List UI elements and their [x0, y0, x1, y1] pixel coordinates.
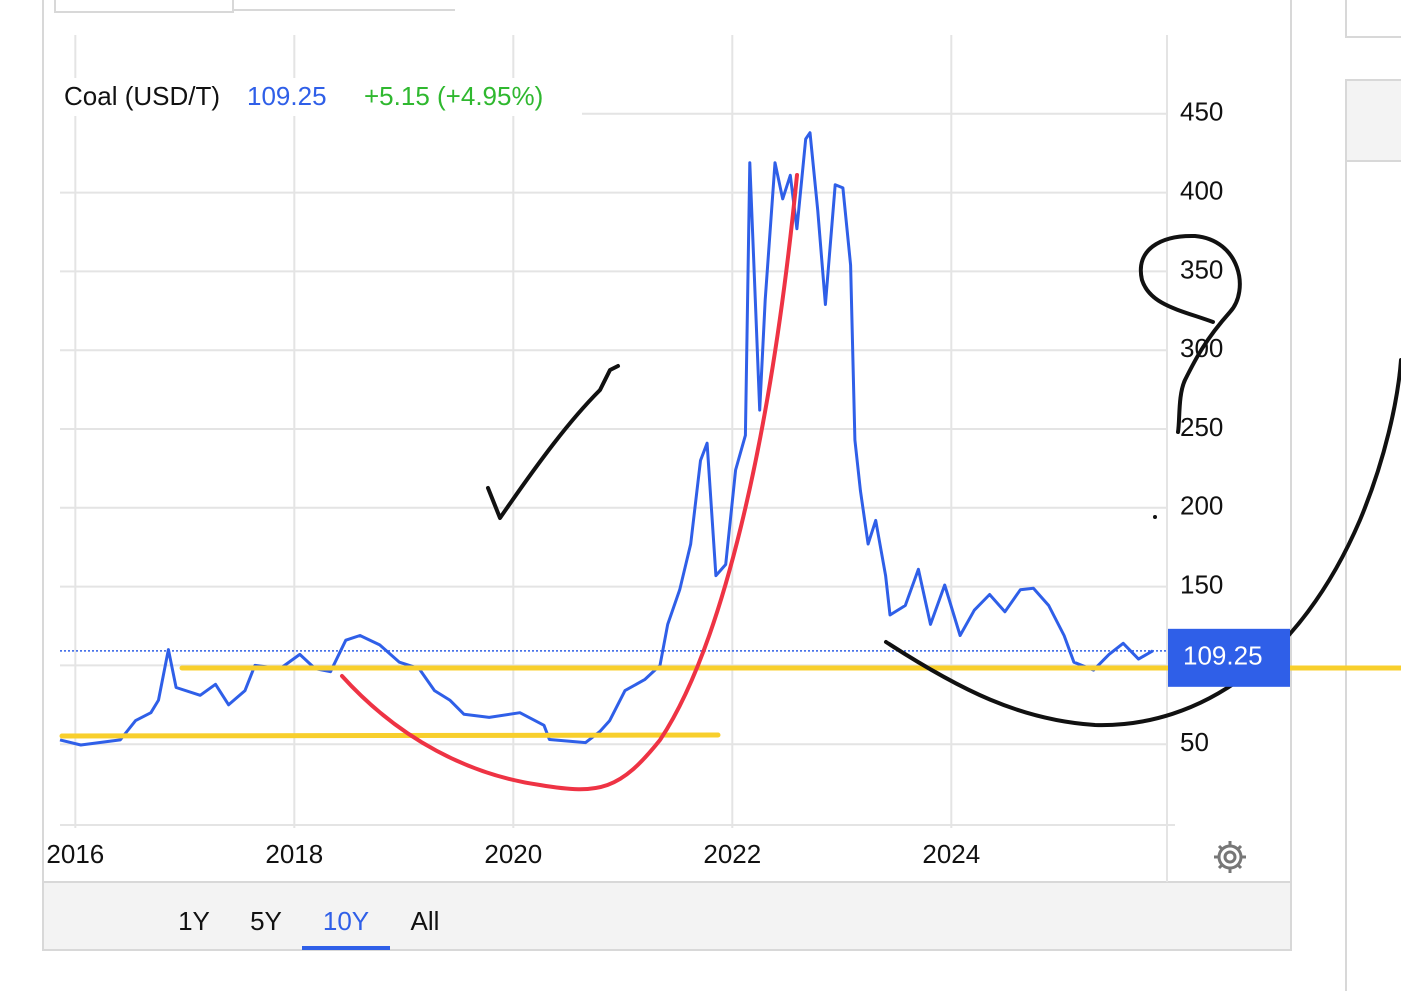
- y-tick-label: 400: [1180, 175, 1223, 205]
- range-button[interactable]: 10Y: [323, 906, 369, 936]
- range-underline: [302, 946, 390, 950]
- range-selector: 1Y 5Y 10Y All: [178, 906, 439, 950]
- grid: [60, 35, 1175, 882]
- legend-bg: [60, 78, 582, 116]
- price-change: +5.15 (+4.95%): [364, 81, 543, 111]
- top-tab: [54, 0, 234, 13]
- annotation-checkmark: [486, 364, 620, 520]
- plot: [59, 131, 1167, 747]
- x-tick-label: 2022: [703, 839, 761, 869]
- y-tick-label: 250: [1180, 412, 1223, 442]
- annotation-arc: [884, 358, 1401, 728]
- chart-title: Coal (USD/T): [64, 81, 220, 111]
- x-tick-label: 2016: [46, 839, 104, 869]
- side-panel: [1345, 79, 1401, 996]
- annotation-dot: [1153, 515, 1157, 519]
- chart-card: [42, 0, 1292, 951]
- price-line: [59, 131, 1154, 747]
- y-tick-label: 200: [1180, 491, 1223, 521]
- x-tick-label: 2020: [484, 839, 542, 869]
- x-tick-label: 2018: [265, 839, 323, 869]
- annotation-question-mark: [1138, 233, 1242, 434]
- x-tick-label: 2024: [922, 839, 980, 869]
- y-tick-label: 450: [1180, 97, 1223, 127]
- annotation-support-line: [59, 732, 721, 739]
- y-tick-label: 350: [1180, 254, 1223, 284]
- last-price-marker: [1168, 628, 1290, 687]
- range-button[interactable]: All: [411, 906, 440, 936]
- side-tab: [1345, 0, 1401, 38]
- y-tick-label: 300: [1180, 333, 1223, 363]
- last-price-marker-label: 109.25: [1183, 641, 1263, 671]
- settings-icon[interactable]: [1214, 841, 1246, 873]
- range-bar: [44, 882, 1290, 949]
- last-price: 109.25: [247, 81, 327, 111]
- y-tick-label: 150: [1180, 569, 1223, 599]
- range-button[interactable]: 5Y: [250, 906, 282, 936]
- side-panel-header: [1347, 81, 1401, 161]
- gear-hub: [1223, 850, 1237, 864]
- range-button[interactable]: 1Y: [178, 906, 210, 936]
- gear-teeth: [1214, 841, 1246, 873]
- annotation-red-curve: [340, 173, 799, 792]
- y-tick-label: 50: [1180, 727, 1209, 757]
